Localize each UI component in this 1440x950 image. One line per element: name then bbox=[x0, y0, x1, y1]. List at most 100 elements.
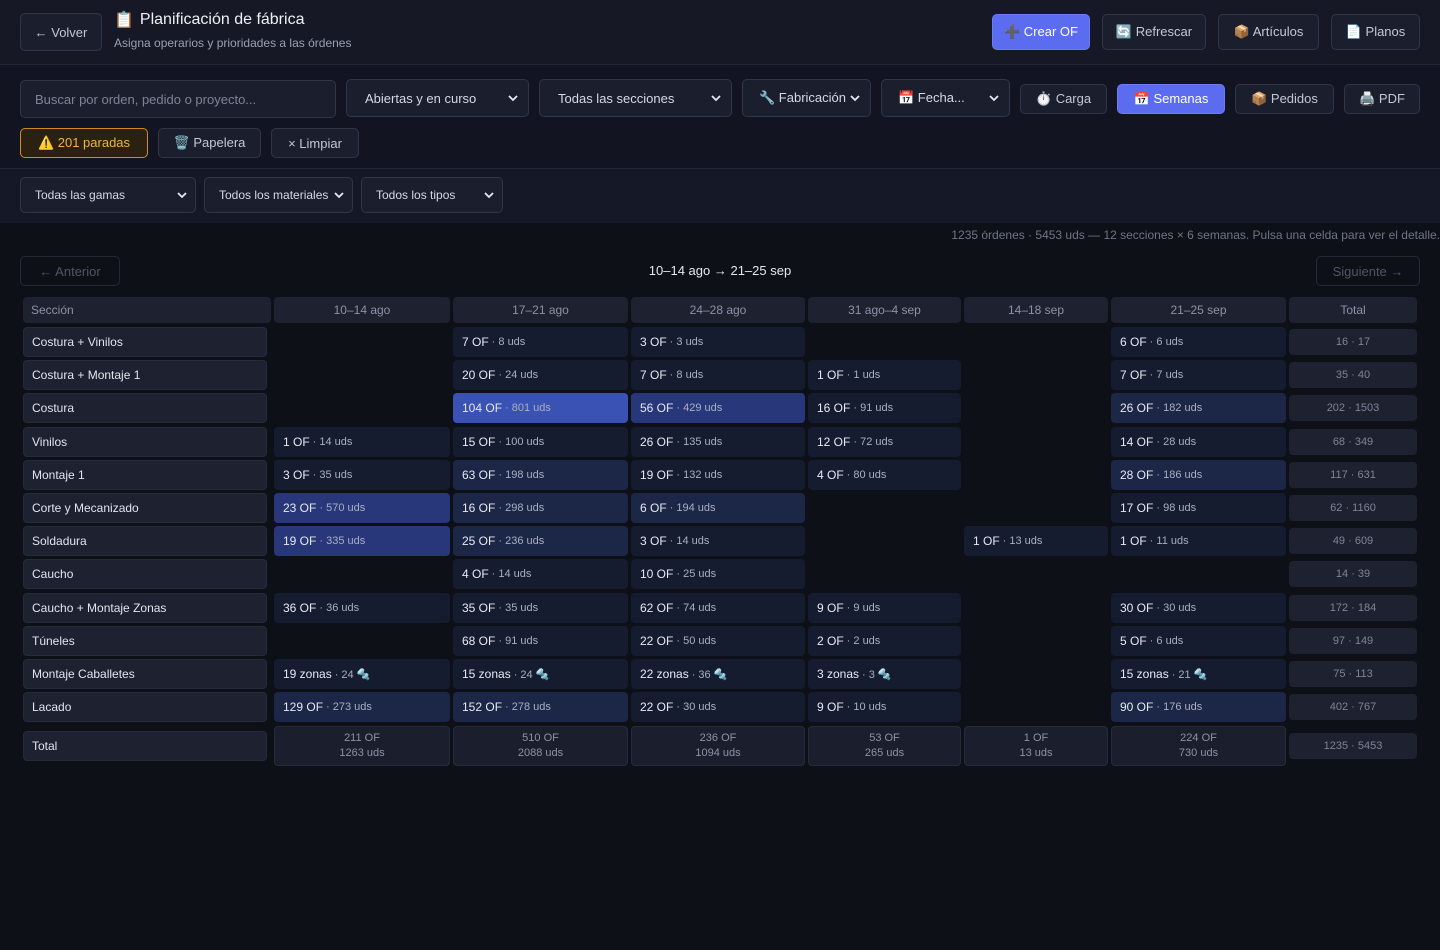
app-header: ← Volver 📋 Planificación de fábrica Asig… bbox=[0, 0, 1440, 65]
cell-unit-count: · 278 uds bbox=[505, 701, 551, 713]
week-load-cell[interactable]: 152 OF · 278 uds bbox=[453, 692, 628, 722]
week-load-cell[interactable]: 16 OF · 91 uds bbox=[808, 393, 961, 423]
week-load-cell[interactable]: 9 OF · 10 uds bbox=[808, 692, 961, 722]
week-load-cell[interactable]: 1 OF · 13 uds bbox=[964, 526, 1108, 556]
week-load-cell[interactable]: 4 OF · 80 uds bbox=[808, 460, 961, 490]
week-load-cell[interactable]: 104 OF · 801 uds bbox=[453, 393, 628, 423]
week-load-cell[interactable]: 1 OF · 14 uds bbox=[274, 427, 450, 457]
cell-unit-count: · 72 uds bbox=[853, 436, 894, 448]
week-load-cell[interactable]: 1 OF · 11 uds bbox=[1111, 526, 1286, 556]
week-load-cell[interactable]: 68 OF · 91 uds bbox=[453, 626, 628, 656]
week-load-cell[interactable]: 22 OF · 50 uds bbox=[631, 626, 805, 656]
week-load-cell[interactable]: 63 OF · 198 uds bbox=[453, 460, 628, 490]
search-input[interactable]: Buscar por orden, pedido o proyecto... bbox=[20, 80, 336, 118]
cell-order-count: 23 OF bbox=[283, 501, 317, 515]
week-load-cell[interactable]: 10 OF · 25 uds bbox=[631, 559, 805, 589]
create-order-button[interactable]: ➕ Crear OF bbox=[992, 14, 1090, 50]
week-load-cell[interactable]: 14 OF · 28 uds bbox=[1111, 427, 1286, 457]
section-row-label: Caucho + Montaje Zonas bbox=[23, 593, 267, 623]
view-orders-button[interactable]: 📦 Pedidos bbox=[1235, 84, 1334, 114]
week-load-cell[interactable]: 15 zonas · 21 🔩 bbox=[1111, 659, 1286, 689]
stopped-orders-button[interactable]: ⚠️ 201 paradas bbox=[20, 128, 148, 158]
cell-order-count: 36 OF bbox=[283, 601, 317, 615]
week-load-cell[interactable]: 7 OF · 8 uds bbox=[631, 360, 805, 390]
cell-unit-count: · 1 uds bbox=[846, 369, 881, 381]
previous-button[interactable]: ← Anterior bbox=[20, 256, 120, 286]
week-load-cell[interactable]: 16 OF · 298 uds bbox=[453, 493, 628, 523]
week-load-cell[interactable]: 19 OF · 132 uds bbox=[631, 460, 805, 490]
cell-order-count: 3 OF bbox=[640, 335, 667, 349]
refresh-button[interactable]: 🔄 Refrescar bbox=[1102, 14, 1206, 50]
week-load-cell[interactable]: 30 OF · 30 uds bbox=[1111, 593, 1286, 623]
types-select[interactable]: Todos los tipos bbox=[361, 177, 503, 213]
row-total-cell: 172 · 184 bbox=[1289, 595, 1417, 621]
cell-unit-count: · 3 🔩 bbox=[862, 668, 892, 681]
cell-order-count: 6 OF bbox=[1120, 335, 1147, 349]
clear-filters-button[interactable]: × Limpiar bbox=[271, 128, 359, 158]
week-load-cell[interactable]: 2 OF · 2 uds bbox=[808, 626, 961, 656]
week-load-cell[interactable]: 129 OF · 273 uds bbox=[274, 692, 450, 722]
back-button[interactable]: ← Volver bbox=[20, 13, 102, 51]
week-load-cell[interactable]: 3 OF · 35 uds bbox=[274, 460, 450, 490]
week-load-cell[interactable]: 6 OF · 6 uds bbox=[1111, 327, 1286, 357]
view-weeks-button[interactable]: 📅 Semanas bbox=[1117, 84, 1225, 114]
view-load-button[interactable]: ⏱️ Carga bbox=[1020, 84, 1107, 114]
trash-button[interactable]: 🗑️ Papelera bbox=[158, 128, 261, 158]
week-load-cell[interactable]: 5 OF · 6 uds bbox=[1111, 626, 1286, 656]
week-load-cell[interactable]: 20 OF · 24 uds bbox=[453, 360, 628, 390]
ranges-select[interactable]: Todas las gamas bbox=[20, 177, 196, 213]
cell-unit-count: · 298 uds bbox=[498, 502, 545, 514]
date-select[interactable]: 📅 Fecha... bbox=[881, 79, 1010, 117]
week-load-cell[interactable]: 35 OF · 35 uds bbox=[453, 593, 628, 623]
articles-button[interactable]: 📦 Artículos bbox=[1218, 14, 1319, 50]
week-load-cell[interactable]: 3 zonas · 3 🔩 bbox=[808, 659, 961, 689]
week-load-cell[interactable]: 36 OF · 36 uds bbox=[274, 593, 450, 623]
week-load-cell[interactable]: 26 OF · 135 uds bbox=[631, 427, 805, 457]
cell-order-count: 15 OF bbox=[462, 435, 496, 449]
cell-order-count: 7 OF bbox=[640, 368, 667, 382]
cell-order-count: 7 OF bbox=[462, 335, 489, 349]
week-load-cell[interactable]: 4 OF · 14 uds bbox=[453, 559, 628, 589]
week-load-cell[interactable]: 17 OF · 98 uds bbox=[1111, 493, 1286, 523]
week-load-cell[interactable]: 3 OF · 14 uds bbox=[631, 526, 805, 556]
sections-select[interactable]: Todas las secciones bbox=[539, 79, 732, 117]
week-load-cell[interactable]: 12 OF · 72 uds bbox=[808, 427, 961, 457]
cell-unit-count: · 24 🔩 bbox=[513, 668, 550, 681]
section-row-label: Túneles bbox=[23, 626, 267, 656]
week-load-cell[interactable]: 56 OF · 429 uds bbox=[631, 393, 805, 423]
week-load-cell[interactable]: 26 OF · 182 uds bbox=[1111, 393, 1286, 423]
section-row-label: Soldadura bbox=[23, 526, 267, 556]
pdf-button[interactable]: 🖨️ PDF bbox=[1344, 84, 1420, 114]
cell-order-count: 22 OF bbox=[640, 634, 674, 648]
week-load-cell[interactable]: 7 OF · 7 uds bbox=[1111, 360, 1286, 390]
date-select-value: 📅 Fecha... bbox=[898, 90, 965, 105]
week-load-cell[interactable]: 15 OF · 100 uds bbox=[453, 427, 628, 457]
week-load-cell[interactable]: 7 OF · 8 uds bbox=[453, 327, 628, 357]
cell-unit-count: · 13 uds bbox=[1002, 535, 1043, 547]
week-load-cell[interactable]: 28 OF · 186 uds bbox=[1111, 460, 1286, 490]
week-load-cell[interactable]: 22 OF · 30 uds bbox=[631, 692, 805, 722]
week-load-cell[interactable]: 22 zonas · 36 🔩 bbox=[631, 659, 805, 689]
week-load-cell[interactable]: 1 OF · 1 uds bbox=[808, 360, 961, 390]
cell-order-count: 1 OF bbox=[973, 534, 1000, 548]
cell-unit-count: · 7 uds bbox=[1149, 369, 1184, 381]
cell-unit-count: · 24 uds bbox=[498, 369, 539, 381]
cell-order-count: 26 OF bbox=[640, 435, 674, 449]
week-load-cell[interactable]: 23 OF · 570 uds bbox=[274, 493, 450, 523]
plans-button[interactable]: 📄 Planos bbox=[1331, 14, 1420, 50]
week-load-cell[interactable]: 19 zonas · 24 🔩 bbox=[274, 659, 450, 689]
week-load-cell[interactable]: 25 OF · 236 uds bbox=[453, 526, 628, 556]
next-button[interactable]: Siguiente → bbox=[1316, 256, 1420, 286]
week-load-cell[interactable]: 3 OF · 3 uds bbox=[631, 327, 805, 357]
process-select[interactable]: 🔧 Fabricación bbox=[742, 79, 871, 117]
week-load-cell[interactable]: 62 OF · 74 uds bbox=[631, 593, 805, 623]
week-load-cell[interactable]: 6 OF · 194 uds bbox=[631, 493, 805, 523]
materials-select[interactable]: Todos los materiales bbox=[204, 177, 353, 213]
week-load-cell[interactable]: 9 OF · 9 uds bbox=[808, 593, 961, 623]
chevron-down-icon bbox=[484, 192, 494, 199]
week-load-cell[interactable]: 19 OF · 335 uds bbox=[274, 526, 450, 556]
status-select[interactable]: Abiertas y en curso bbox=[346, 79, 529, 117]
week-load-cell[interactable]: 15 zonas · 24 🔩 bbox=[453, 659, 628, 689]
week-load-cell[interactable]: 90 OF · 176 uds bbox=[1111, 692, 1286, 722]
section-row-label: Vinilos bbox=[23, 427, 267, 457]
